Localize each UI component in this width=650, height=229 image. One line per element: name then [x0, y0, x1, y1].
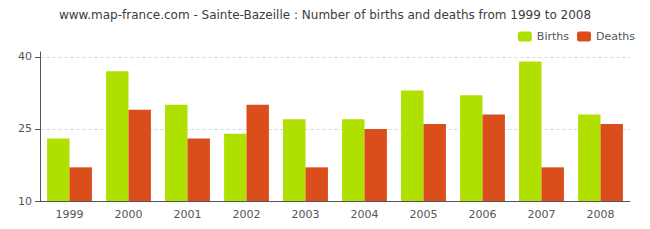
svg-text:Deaths: Deaths — [596, 30, 635, 43]
svg-text:2002: 2002 — [233, 208, 261, 221]
svg-text:1999: 1999 — [56, 208, 84, 221]
svg-text:10: 10 — [18, 195, 32, 208]
svg-text:2000: 2000 — [115, 208, 143, 221]
svg-text:2008: 2008 — [587, 208, 615, 221]
svg-text:40: 40 — [18, 50, 32, 63]
svg-text:Births: Births — [537, 30, 569, 43]
svg-text:2001: 2001 — [174, 208, 202, 221]
svg-text:25: 25 — [18, 122, 32, 135]
svg-text:2005: 2005 — [410, 208, 438, 221]
svg-text:2003: 2003 — [292, 208, 320, 221]
svg-text:www.map-france.com - Sainte-Ba: www.map-france.com - Sainte-Bazeille : N… — [59, 8, 591, 22]
svg-text:2007: 2007 — [528, 208, 556, 221]
svg-text:2004: 2004 — [351, 208, 379, 221]
svg-text:2006: 2006 — [469, 208, 497, 221]
